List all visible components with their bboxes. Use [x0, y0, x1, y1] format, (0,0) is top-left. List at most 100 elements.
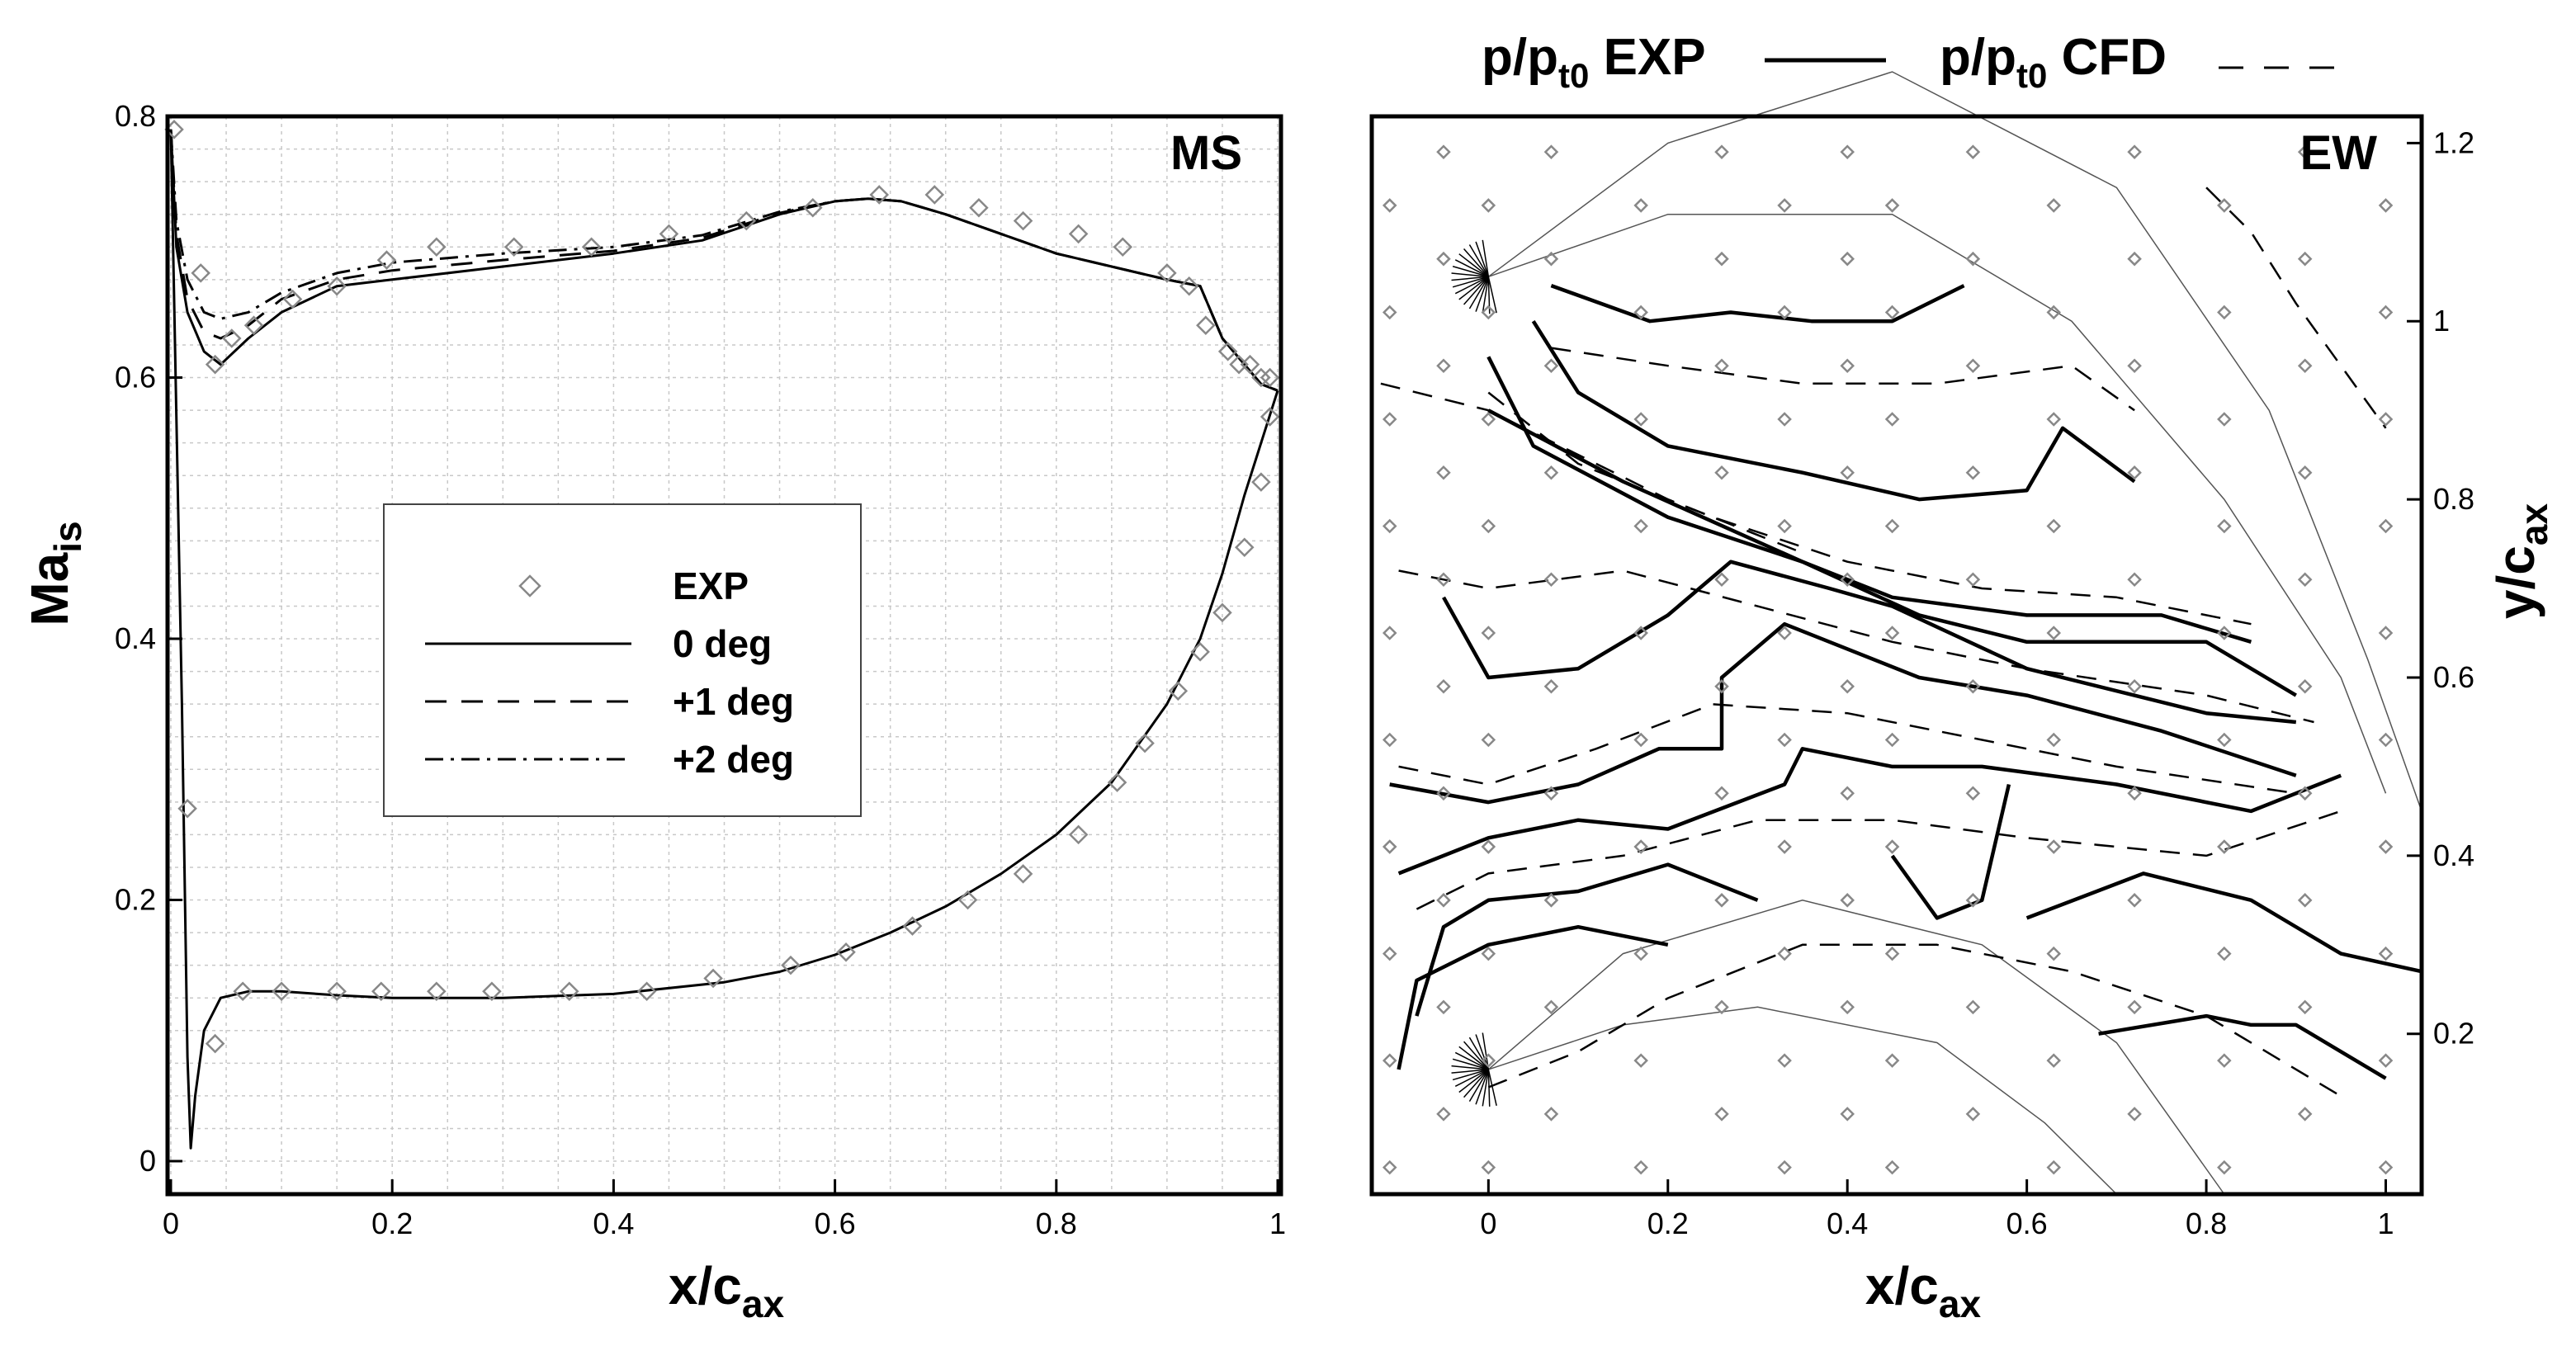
- probe-marker: [1714, 1107, 1729, 1122]
- leading-edge-contour: [1458, 1046, 1489, 1070]
- probe-marker: [1777, 1053, 1792, 1068]
- left-y-tick-label: 0.6: [115, 361, 156, 394]
- probe-marker: [1436, 251, 1451, 267]
- probe-marker: [2378, 626, 2394, 640]
- probe-marker: [2297, 786, 2313, 801]
- exp-marker: [1196, 315, 1216, 335]
- left-x-tick-label: 0.6: [815, 1207, 856, 1240]
- leading-edge-contour: [1451, 272, 1489, 278]
- probe-marker: [1840, 465, 1855, 480]
- exp-marker: [191, 263, 210, 283]
- leading-edge-contour: [1452, 266, 1489, 278]
- probe-marker: [1481, 412, 1496, 427]
- exp-marker: [177, 798, 197, 819]
- leading-edge-contour: [1468, 1069, 1489, 1103]
- probe-marker: [1543, 251, 1559, 267]
- cfd-contour-line: [1380, 382, 1803, 555]
- probe-marker: [2378, 946, 2394, 961]
- exp-marker: [559, 981, 579, 1002]
- probe-marker: [1436, 893, 1451, 908]
- exp-marker: [371, 981, 391, 1002]
- probe-marker: [1777, 732, 1792, 748]
- probe-marker: [1543, 679, 1559, 694]
- blade-profile-curve: [1487, 900, 2225, 1195]
- exp-marker: [233, 981, 253, 1002]
- legend-box: [383, 503, 862, 817]
- probe-marker: [2127, 786, 2142, 801]
- exp-marker: [924, 185, 945, 205]
- exp-marker: [205, 1033, 225, 1054]
- probe-marker: [1714, 572, 1729, 588]
- leading-edge-contour: [1475, 1069, 1490, 1105]
- leading-edge-contour: [1468, 276, 1489, 309]
- probe-marker: [1382, 1159, 1397, 1175]
- leading-edge-contour: [1454, 276, 1489, 295]
- probe-marker: [1840, 893, 1855, 908]
- exp-marker: [1068, 224, 1089, 244]
- left-y-tick-label: 0.8: [115, 99, 156, 133]
- cfd-contour-line: [1416, 810, 2342, 910]
- probe-marker: [2297, 893, 2313, 908]
- probe-marker: [1714, 679, 1729, 694]
- leading-edge-contour: [1482, 276, 1490, 314]
- probe-marker: [1777, 198, 1792, 213]
- exp-marker: [205, 354, 225, 375]
- left-x-tick-label: 0: [163, 1207, 179, 1240]
- probe-marker: [1965, 999, 1981, 1015]
- probe-marker: [2297, 679, 2313, 694]
- probe-marker: [1382, 946, 1397, 961]
- probe-marker: [1840, 251, 1855, 267]
- right-plot-frame: [1369, 114, 2424, 1197]
- exp-marker: [1179, 276, 1199, 296]
- probe-marker: [1965, 786, 1981, 801]
- exp-marker: [969, 198, 989, 218]
- cfd-contour-line: [1398, 703, 2296, 795]
- probe-marker: [2378, 1159, 2394, 1175]
- probe-marker: [1884, 305, 1900, 320]
- probe-marker: [1382, 839, 1397, 854]
- leading-edge-contour: [1482, 1032, 1490, 1070]
- probe-marker: [2046, 198, 2062, 213]
- probe-marker: [1436, 572, 1451, 588]
- exp-marker: [282, 289, 303, 309]
- left-x-axis-title: x/cax: [669, 1256, 785, 1325]
- probe-marker: [1884, 1053, 1900, 1068]
- probe-marker: [1965, 679, 1981, 694]
- exp-contour-line: [2025, 871, 2422, 974]
- leading-edge-contour: [1451, 1065, 1489, 1070]
- exp-marker: [243, 315, 264, 335]
- exp-marker: [1157, 263, 1177, 283]
- exp-marker: [703, 968, 723, 989]
- right-x-tick-label: 0.6: [2006, 1207, 2048, 1240]
- probe-marker: [1777, 626, 1792, 640]
- exp-marker: [957, 890, 978, 910]
- exp-marker: [1013, 864, 1033, 884]
- probe-marker: [1884, 732, 1900, 748]
- cfd-contour-line: [1551, 347, 2135, 412]
- probe-marker: [1777, 1159, 1792, 1175]
- legend-marker-exp: [518, 574, 541, 597]
- probe-marker: [2217, 412, 2232, 427]
- probe-marker: [2297, 572, 2313, 588]
- probe-marker: [1543, 786, 1559, 801]
- leading-edge-contour: [1475, 276, 1490, 312]
- exp-contour-line: [1890, 783, 2011, 920]
- probe-marker: [2046, 305, 2062, 320]
- probe-marker: [1884, 839, 1900, 854]
- exp-marker: [1251, 472, 1271, 492]
- leading-edge-contour: [1451, 276, 1489, 281]
- leading-edge-contour: [1487, 276, 1497, 314]
- probe-marker: [1965, 1107, 1981, 1122]
- exp-contour-line: [2098, 1013, 2387, 1080]
- right-y-tick-label: 0.8: [2433, 482, 2474, 516]
- probe-marker: [1633, 1159, 1648, 1175]
- probe-marker: [2046, 626, 2062, 640]
- probe-marker: [1840, 679, 1855, 694]
- left-x-tick-label: 0.2: [371, 1207, 413, 1240]
- probe-marker: [2378, 1053, 2394, 1068]
- probe-marker: [1965, 144, 1981, 159]
- legend: EXP 0 deg +1 deg +2 deg: [383, 503, 862, 817]
- cfd-contour-line: [2205, 187, 2387, 429]
- probe-marker: [1543, 1107, 1559, 1122]
- exp-marker: [803, 198, 823, 218]
